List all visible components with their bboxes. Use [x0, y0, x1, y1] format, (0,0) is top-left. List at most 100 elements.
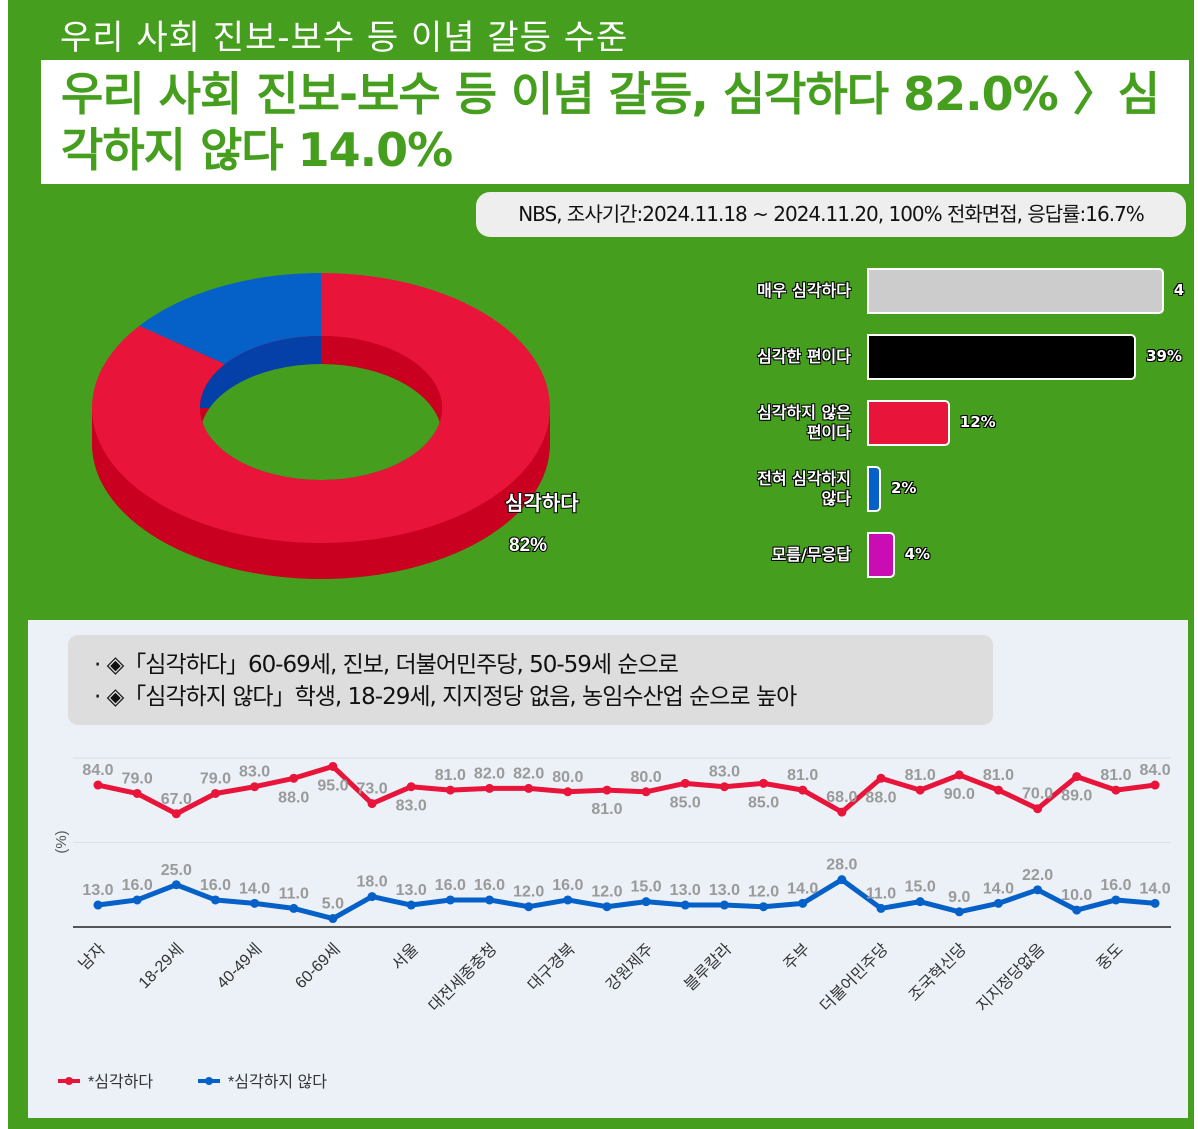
data-label: 82.0: [474, 765, 505, 782]
data-point: [641, 787, 651, 797]
x-tick-label: 중도: [1094, 941, 1127, 974]
bar-value: 4%: [904, 545, 931, 563]
bar-label: 심각한 편이다: [721, 347, 851, 367]
data-label: 84.0: [1139, 762, 1170, 779]
data-label: 95.0: [317, 777, 348, 794]
data-point: [680, 900, 690, 910]
data-label: 16.0: [200, 877, 231, 894]
bar-label: 전혀 심각하지 않다: [721, 469, 851, 509]
data-label: 22.0: [1022, 867, 1053, 884]
data-point: [1033, 885, 1043, 895]
data-label: 81.0: [905, 767, 936, 784]
data-point: [210, 895, 220, 905]
data-point: [1072, 905, 1082, 915]
data-point: [250, 782, 260, 792]
data-label: 89.0: [1061, 788, 1092, 805]
headline-box: 우리 사회 진보-보수 등 이념 갈등, 심각하다 82.0% 〉심각하지 않다…: [41, 60, 1189, 184]
data-point: [915, 897, 925, 907]
data-point: [563, 787, 573, 797]
data-point: [132, 788, 142, 798]
data-point: [132, 895, 142, 905]
data-label: 16.0: [1100, 877, 1131, 894]
data-point: [837, 875, 847, 885]
bar-label-line: 편이다: [806, 423, 851, 442]
data-point: [367, 799, 377, 809]
data-label: 14.0: [239, 880, 270, 897]
data-point: [954, 907, 964, 917]
bar-label-line: 전혀 심각하지: [757, 469, 851, 488]
data-point: [1111, 895, 1121, 905]
data-point: [328, 761, 338, 771]
data-label: 81.0: [787, 767, 818, 784]
data-label: 25.0: [161, 862, 192, 879]
data-point: [1150, 898, 1160, 908]
data-label: 14.0: [983, 880, 1014, 897]
data-point: [837, 807, 847, 817]
bar-label-line: 심각하지 않은: [757, 403, 851, 422]
data-label: 82.0: [513, 765, 544, 782]
data-label: 79.0: [122, 770, 153, 787]
data-label: 13.0: [709, 882, 740, 899]
data-point: [406, 900, 416, 910]
headline: 우리 사회 진보-보수 등 이념 갈등, 심각하다 82.0% 〉심각하지 않다…: [61, 67, 1160, 177]
legend-swatch: [205, 1077, 213, 1085]
data-label: 14.0: [1139, 880, 1170, 897]
data-point: [680, 778, 690, 788]
data-label: 84.0: [82, 762, 113, 779]
bar-label: 모름/무응답: [721, 545, 851, 565]
page-title: 우리 사회 진보-보수 등 이념 갈등 수준: [60, 18, 629, 58]
data-point: [367, 892, 377, 902]
data-label: 15.0: [905, 879, 936, 896]
data-point: [602, 785, 612, 795]
data-point: [719, 900, 729, 910]
data-point: [993, 785, 1003, 795]
data-label: 13.0: [82, 882, 113, 899]
data-point: [524, 902, 534, 912]
data-label: 83.0: [239, 764, 270, 781]
donut-slice: [92, 273, 551, 543]
data-label: 79.0: [200, 770, 231, 787]
data-label: 67.0: [161, 791, 192, 808]
data-point: [641, 897, 651, 907]
data-point: [250, 898, 260, 908]
slice-label-serious: 심각하다: [505, 492, 579, 515]
x-tick-label: 남자: [75, 940, 109, 974]
legend-label: *심각하다: [88, 1073, 153, 1091]
bar-value: 4: [1173, 281, 1185, 299]
x-tick-label: 서울: [388, 940, 422, 974]
y-axis-label: (%): [53, 830, 70, 853]
data-point: [954, 770, 964, 780]
series-line: [97, 877, 1156, 922]
series-line: [97, 763, 1156, 817]
data-point: [171, 809, 181, 819]
data-point: [289, 773, 299, 783]
data-label: 90.0: [944, 786, 975, 803]
data-point: [445, 895, 455, 905]
legend-label: *심각하지 않다: [228, 1073, 327, 1091]
x-tick-label: 더불어민주당: [817, 940, 892, 1015]
data-point: [1033, 804, 1043, 814]
data-label: 88.0: [278, 789, 309, 806]
line-chart: (%) 84.0 79.0 67.0 79.0 83.0 88.0 95.0 73.0 83.0 8…: [53, 757, 1171, 1091]
bar-label-line: 매우 심각하다: [757, 281, 851, 300]
data-point: [993, 898, 1003, 908]
data-point: [602, 902, 612, 912]
bar-label: 매우 심각하다: [721, 281, 851, 301]
slice-value-serious: 82%: [509, 535, 547, 556]
data-point: [93, 780, 103, 790]
data-label: 16.0: [474, 877, 505, 894]
data-label: 88.0: [865, 789, 896, 806]
data-label: 11.0: [279, 885, 309, 902]
data-label: 10.0: [1061, 887, 1092, 904]
data-label: 68.0: [826, 789, 857, 806]
data-point: [798, 898, 808, 908]
data-point: [485, 783, 494, 793]
donut-chart: 심각하다 82%: [92, 273, 580, 579]
data-label: 12.0: [591, 884, 622, 901]
data-label: 81.0: [1100, 767, 1131, 784]
data-point: [915, 785, 925, 795]
data-label: 13.0: [670, 882, 701, 899]
bar: [867, 532, 895, 578]
data-label: 80.0: [631, 769, 662, 786]
bar-value: 2%: [891, 479, 917, 497]
